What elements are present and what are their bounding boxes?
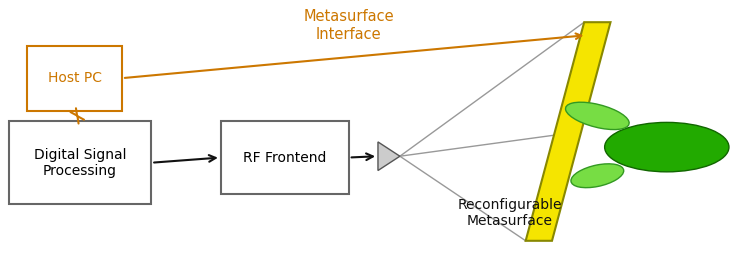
FancyBboxPatch shape (9, 121, 151, 204)
FancyBboxPatch shape (27, 45, 122, 111)
Text: Host PC: Host PC (48, 71, 101, 85)
Text: Metasurface
Interface: Metasurface Interface (303, 9, 394, 42)
Text: RF Frontend: RF Frontend (243, 150, 327, 165)
Ellipse shape (605, 122, 729, 172)
Polygon shape (378, 142, 400, 170)
FancyBboxPatch shape (221, 121, 349, 194)
Polygon shape (526, 22, 611, 241)
Ellipse shape (571, 164, 624, 188)
Text: Digital Signal
Processing: Digital Signal Processing (34, 148, 126, 178)
Ellipse shape (565, 102, 629, 130)
Text: Reconfigurable
Metasurface: Reconfigurable Metasurface (457, 198, 562, 228)
